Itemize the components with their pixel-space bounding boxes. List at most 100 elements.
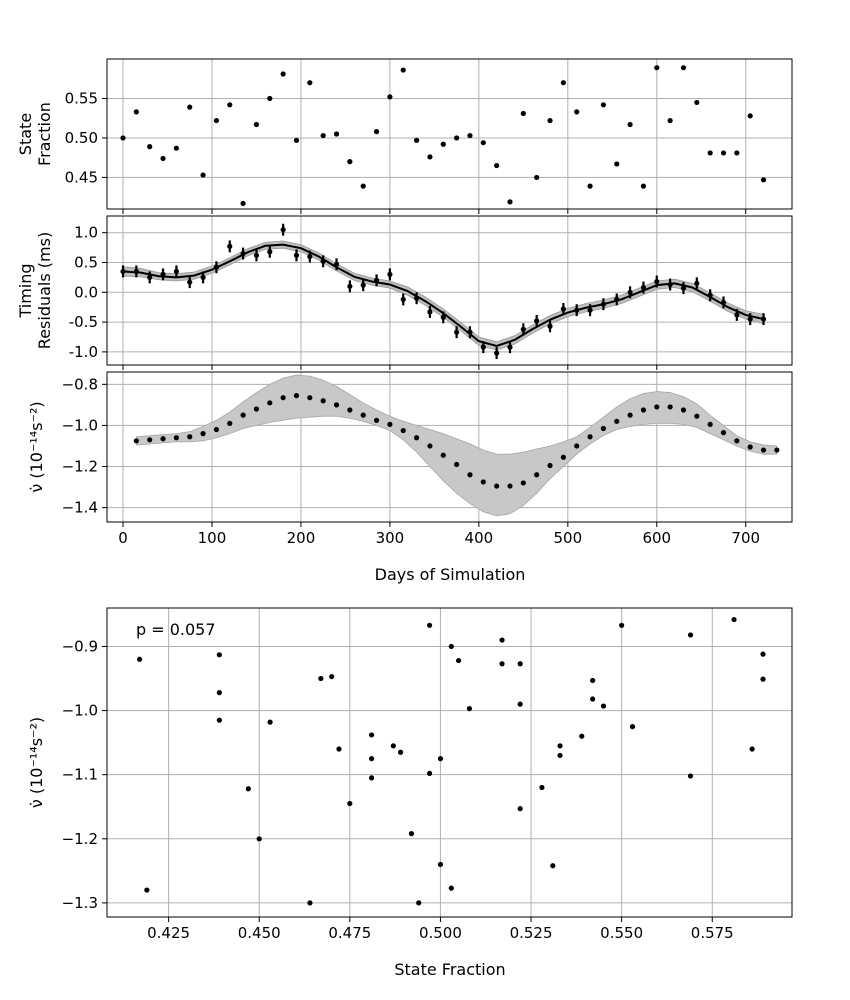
data-point [368, 732, 375, 738]
data-point [147, 144, 153, 150]
data-point [680, 65, 687, 71]
data-point [160, 271, 166, 278]
data-point [360, 412, 366, 418]
data-point [440, 314, 446, 320]
data-point [539, 784, 545, 791]
data-point [517, 701, 523, 707]
x-tick-label: 0.500 [419, 924, 462, 942]
data-point [694, 99, 700, 106]
axes-frame [106, 371, 793, 523]
data-point [213, 264, 220, 270]
data-point [480, 344, 486, 350]
data-point [466, 706, 473, 712]
y-axis-title: StateFraction [16, 102, 54, 166]
data-point [280, 71, 286, 77]
data-point [216, 717, 222, 723]
data-point [144, 887, 150, 893]
data-point [256, 836, 262, 842]
data-point [267, 95, 273, 102]
data-point [734, 312, 740, 318]
y-tick-label: −1.0 [62, 702, 98, 720]
data-point [227, 420, 233, 426]
y-tick-label: -1.0 [69, 343, 98, 361]
data-point [387, 421, 393, 427]
data-point [614, 296, 620, 303]
p-value-annotation: p = 0.057 [136, 620, 216, 639]
data-point [760, 651, 766, 657]
data-point [534, 174, 540, 181]
data-point [707, 292, 713, 298]
chart-panel-4: 0.425 0.450 0.475 0.500 0.525 0.550 0.575 −1.3 −… [27, 607, 793, 979]
data-point [440, 141, 446, 147]
data-point [654, 278, 660, 285]
data-point [373, 277, 380, 283]
data-point [120, 135, 126, 141]
data-point [333, 402, 340, 408]
data-point [560, 80, 566, 86]
data-point [200, 431, 206, 437]
data-point [654, 65, 660, 71]
data-point [480, 140, 486, 146]
x-tick-label: 0.525 [510, 924, 553, 942]
axes-frame [106, 58, 793, 210]
data-point [557, 743, 563, 749]
data-point [774, 447, 780, 453]
data-point [687, 632, 694, 638]
data-point [590, 677, 596, 684]
data-point [400, 67, 406, 73]
data-point [347, 800, 353, 807]
data-point [368, 775, 375, 781]
data-point [547, 462, 553, 469]
data-point [640, 284, 647, 291]
data-point [280, 227, 286, 233]
data-point [517, 661, 523, 667]
data-point [333, 261, 340, 267]
data-point [629, 723, 636, 730]
data-point [680, 407, 687, 413]
data-point [520, 326, 526, 332]
data-point [760, 177, 767, 183]
data-point [413, 137, 420, 143]
y-tick-label: −1.2 [62, 830, 98, 848]
data-point [253, 121, 260, 128]
data-point [137, 656, 143, 662]
confidence-band [135, 374, 778, 517]
data-point [579, 733, 585, 739]
data-point [720, 299, 727, 306]
data-point [227, 102, 233, 108]
data-point [547, 117, 553, 124]
y-tick-label: 0.45 [65, 168, 98, 186]
x-tick-label: 0.575 [691, 924, 734, 942]
data-point [307, 395, 313, 401]
data-point [454, 329, 460, 335]
x-axis-title: State Fraction [394, 960, 505, 979]
data-point [560, 454, 566, 460]
data-point [426, 622, 433, 628]
data-point [520, 110, 526, 117]
data-point [360, 183, 366, 189]
data-point [245, 786, 251, 792]
data-point [747, 113, 753, 119]
data-point [293, 393, 300, 399]
data-point [560, 306, 566, 312]
y-tick-label: −0.8 [62, 375, 98, 393]
data-point [600, 102, 607, 108]
data-point [173, 268, 179, 275]
data-point [240, 250, 246, 257]
data-point [133, 109, 139, 115]
data-point [200, 274, 206, 280]
data-point [133, 268, 139, 275]
data-point [147, 437, 153, 443]
data-point [293, 252, 300, 258]
y-axis-title: ν̇ (10⁻¹⁴s⁻²) [27, 401, 46, 492]
data-point [760, 447, 767, 453]
data-point [640, 407, 647, 413]
data-point [480, 479, 486, 485]
data-point [413, 435, 420, 441]
x-tick-label: 600 [642, 529, 671, 547]
data-point [507, 344, 513, 350]
data-point [454, 461, 460, 468]
data-point [494, 350, 500, 356]
data-point [427, 443, 433, 449]
data-point [707, 421, 713, 427]
